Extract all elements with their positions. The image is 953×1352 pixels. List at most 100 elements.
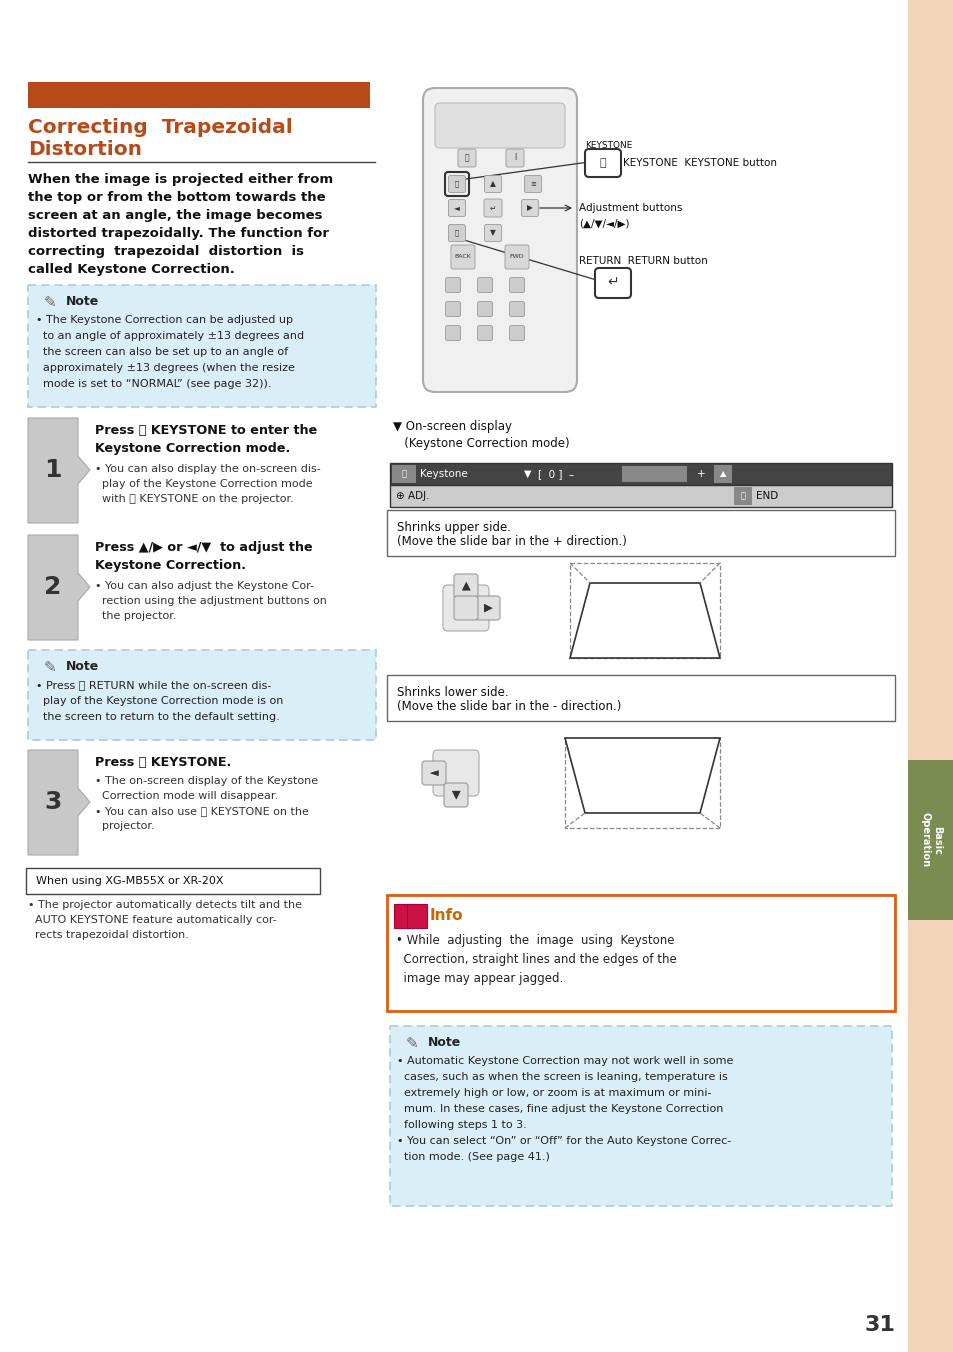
Text: Ⓒ: Ⓒ <box>455 181 458 188</box>
Text: Adjustment buttons: Adjustment buttons <box>578 203 681 214</box>
Text: ⊕ ADJ.: ⊕ ADJ. <box>395 491 429 502</box>
Text: ✎: ✎ <box>44 660 56 675</box>
FancyBboxPatch shape <box>454 575 477 598</box>
Text: rects trapezoidal distortion.: rects trapezoidal distortion. <box>28 930 189 940</box>
Text: ≡: ≡ <box>530 181 536 187</box>
Text: [  0 ]  –: [ 0 ] – <box>537 469 574 479</box>
Text: mode is set to “NORMAL” (see page 32)).: mode is set to “NORMAL” (see page 32)). <box>36 379 272 389</box>
Text: correcting  trapezoidal  distortion  is: correcting trapezoidal distortion is <box>28 245 304 258</box>
FancyBboxPatch shape <box>433 750 478 796</box>
FancyBboxPatch shape <box>422 88 577 392</box>
Text: the projector.: the projector. <box>95 611 176 621</box>
Text: END: END <box>755 491 778 502</box>
FancyBboxPatch shape <box>524 176 541 192</box>
Text: • The Keystone Correction can be adjusted up: • The Keystone Correction can be adjuste… <box>36 315 293 324</box>
FancyBboxPatch shape <box>454 596 477 621</box>
FancyBboxPatch shape <box>390 462 891 485</box>
Text: ◄: ◄ <box>429 768 437 777</box>
Text: ▼: ▼ <box>523 469 531 479</box>
Text: ▲: ▲ <box>461 581 470 591</box>
Text: When the image is projected either from: When the image is projected either from <box>28 173 333 187</box>
FancyBboxPatch shape <box>509 301 524 316</box>
Text: the top or from the bottom towards the: the top or from the bottom towards the <box>28 191 325 204</box>
Text: • While  adjusting  the  image  using  Keystone: • While adjusting the image using Keysto… <box>395 934 674 946</box>
Text: approximately ±13 degrees (when the resize: approximately ±13 degrees (when the resi… <box>36 362 294 373</box>
FancyBboxPatch shape <box>476 596 499 621</box>
Text: Ⓒ: Ⓒ <box>401 469 406 479</box>
FancyBboxPatch shape <box>483 199 501 218</box>
Text: (Move the slide bar in the - direction.): (Move the slide bar in the - direction.) <box>396 700 620 713</box>
Text: ◄: ◄ <box>429 768 437 777</box>
Text: Correction mode will disappear.: Correction mode will disappear. <box>95 791 278 800</box>
Text: distorted trapezoidally. The function for: distorted trapezoidally. The function fo… <box>28 227 329 241</box>
FancyBboxPatch shape <box>521 200 537 216</box>
Text: (▲/▼/◄/▶): (▲/▼/◄/▶) <box>578 218 629 228</box>
Text: Press Ⓒ KEYSTONE.: Press Ⓒ KEYSTONE. <box>95 756 231 769</box>
Text: ▼: ▼ <box>452 790 459 800</box>
Text: Keystone: Keystone <box>419 469 467 479</box>
Text: Press ▲/▶ or ◄/▼  to adjust the: Press ▲/▶ or ◄/▼ to adjust the <box>95 541 313 554</box>
FancyBboxPatch shape <box>733 487 751 506</box>
Text: Shrinks lower side.: Shrinks lower side. <box>396 685 508 699</box>
FancyBboxPatch shape <box>504 245 529 269</box>
Text: Note: Note <box>66 660 99 673</box>
FancyBboxPatch shape <box>477 301 492 316</box>
Text: the screen can also be set up to an angle of: the screen can also be set up to an angl… <box>36 347 288 357</box>
FancyBboxPatch shape <box>421 761 446 786</box>
FancyBboxPatch shape <box>477 326 492 341</box>
FancyBboxPatch shape <box>595 268 630 297</box>
Text: ▶: ▶ <box>526 204 533 212</box>
FancyBboxPatch shape <box>442 585 489 631</box>
Text: ▶: ▶ <box>483 603 492 612</box>
Text: rection using the adjustment buttons on: rection using the adjustment buttons on <box>95 596 327 606</box>
Text: • You can select “On” or “Off” for the Auto Keystone Correc-: • You can select “On” or “Off” for the A… <box>396 1136 731 1146</box>
FancyBboxPatch shape <box>509 277 524 292</box>
FancyBboxPatch shape <box>394 904 414 927</box>
Text: Correction, straight lines and the edges of the: Correction, straight lines and the edges… <box>395 953 676 965</box>
Text: cases, such as when the screen is leaning, temperature is: cases, such as when the screen is leanin… <box>396 1072 727 1082</box>
Text: ✎: ✎ <box>406 1036 418 1051</box>
FancyBboxPatch shape <box>443 783 468 807</box>
FancyBboxPatch shape <box>584 149 620 177</box>
Text: Shrinks upper side.: Shrinks upper side. <box>396 521 511 534</box>
FancyBboxPatch shape <box>445 277 460 292</box>
Text: projector.: projector. <box>95 821 154 831</box>
Text: Info: Info <box>430 909 463 923</box>
Text: Note: Note <box>428 1036 460 1049</box>
Text: play of the Keystone Correction mode: play of the Keystone Correction mode <box>95 479 313 489</box>
Text: • The on-screen display of the Keystone: • The on-screen display of the Keystone <box>95 776 317 786</box>
FancyBboxPatch shape <box>505 149 523 168</box>
Text: screen at an angle, the image becomes: screen at an angle, the image becomes <box>28 210 322 222</box>
FancyBboxPatch shape <box>448 200 465 216</box>
FancyBboxPatch shape <box>621 466 686 483</box>
Text: mum. In these cases, fine adjust the Keystone Correction: mum. In these cases, fine adjust the Key… <box>396 1105 722 1114</box>
Text: ▲: ▲ <box>461 581 470 591</box>
FancyBboxPatch shape <box>390 485 891 507</box>
FancyBboxPatch shape <box>390 1026 891 1206</box>
FancyBboxPatch shape <box>907 0 953 1352</box>
Text: following steps 1 to 3.: following steps 1 to 3. <box>396 1119 526 1130</box>
Polygon shape <box>569 583 720 658</box>
FancyBboxPatch shape <box>448 224 465 242</box>
FancyBboxPatch shape <box>28 285 375 407</box>
FancyBboxPatch shape <box>26 868 319 894</box>
Text: to an angle of approximately ±13 degrees and: to an angle of approximately ±13 degrees… <box>36 331 304 341</box>
FancyBboxPatch shape <box>457 149 476 168</box>
FancyBboxPatch shape <box>451 245 475 269</box>
Text: ⏻: ⏻ <box>464 154 469 162</box>
Text: ✎: ✎ <box>44 295 56 310</box>
FancyBboxPatch shape <box>445 301 460 316</box>
Text: ▼: ▼ <box>490 228 496 238</box>
Text: (Keystone Correction mode): (Keystone Correction mode) <box>393 437 569 450</box>
Text: Note: Note <box>66 295 99 308</box>
Text: 31: 31 <box>863 1315 894 1334</box>
Text: Basic
Operation: Basic Operation <box>920 813 941 868</box>
Text: KEYSTONE: KEYSTONE <box>584 142 632 150</box>
Text: Keystone Correction mode.: Keystone Correction mode. <box>95 442 290 456</box>
Text: KEYSTONE  KEYSTONE button: KEYSTONE KEYSTONE button <box>622 158 776 168</box>
Text: ▼: ▼ <box>452 790 459 800</box>
Text: Ⓒ: Ⓒ <box>740 492 744 500</box>
Text: with Ⓒ KEYSTONE on the projector.: with Ⓒ KEYSTONE on the projector. <box>95 493 294 504</box>
FancyBboxPatch shape <box>713 465 731 483</box>
Polygon shape <box>28 418 90 523</box>
